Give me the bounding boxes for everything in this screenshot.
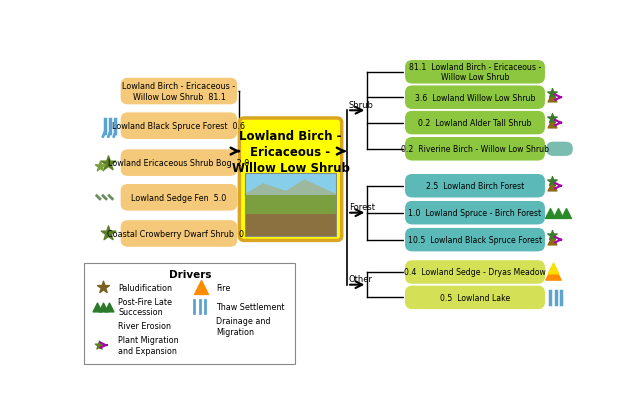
Text: 1.0  Lowland Spruce - Birch Forest: 1.0 Lowland Spruce - Birch Forest <box>408 209 542 218</box>
Point <box>95 164 105 171</box>
Point <box>104 304 114 310</box>
Text: 3.6  Lowland Willow Low Shrub: 3.6 Lowland Willow Low Shrub <box>415 93 535 102</box>
Text: Thaw Settlement: Thaw Settlement <box>216 302 285 311</box>
FancyBboxPatch shape <box>120 150 238 177</box>
Text: Other: Other <box>349 275 373 283</box>
Point <box>103 230 113 237</box>
Point <box>547 95 557 101</box>
Point <box>103 160 113 166</box>
Text: 10.5  Lowland Black Spruce Forest: 10.5 Lowland Black Spruce Forest <box>408 235 542 244</box>
FancyBboxPatch shape <box>404 60 545 85</box>
FancyBboxPatch shape <box>404 228 545 252</box>
FancyBboxPatch shape <box>120 78 238 106</box>
Text: River Erosion: River Erosion <box>119 322 172 330</box>
Text: Lowland Birch - Ericaceous -
Willow Low Shrub  81.1: Lowland Birch - Ericaceous - Willow Low … <box>122 82 235 102</box>
FancyBboxPatch shape <box>91 319 115 333</box>
FancyBboxPatch shape <box>404 260 545 285</box>
Text: Shrub: Shrub <box>349 100 374 109</box>
Text: 0.5  Lowland Lake: 0.5 Lowland Lake <box>440 293 510 302</box>
Point <box>547 183 557 190</box>
Text: Plant Migration
and Expansion: Plant Migration and Expansion <box>119 336 179 355</box>
Text: Post-Fire Late
Succession: Post-Fire Late Succession <box>119 297 172 316</box>
Point <box>553 210 563 216</box>
FancyBboxPatch shape <box>404 285 545 310</box>
FancyBboxPatch shape <box>404 174 545 199</box>
Text: Forest: Forest <box>349 203 375 211</box>
FancyBboxPatch shape <box>245 195 336 236</box>
Text: Drainage and
Migration: Drainage and Migration <box>216 316 271 336</box>
Text: Drivers: Drivers <box>168 270 211 280</box>
FancyBboxPatch shape <box>120 184 238 211</box>
Point <box>547 120 557 127</box>
Point <box>94 342 104 349</box>
Text: Paludification: Paludification <box>119 283 172 292</box>
FancyBboxPatch shape <box>404 201 545 225</box>
Text: 0.2  Lowland Alder Tall Shrub: 0.2 Lowland Alder Tall Shrub <box>419 119 531 128</box>
FancyBboxPatch shape <box>239 119 342 241</box>
Point <box>92 304 102 310</box>
Text: Lowland Sedge Fen  5.0: Lowland Sedge Fen 5.0 <box>131 193 226 202</box>
Point <box>195 285 205 291</box>
FancyBboxPatch shape <box>120 220 238 248</box>
FancyBboxPatch shape <box>404 137 545 162</box>
Point <box>98 304 108 310</box>
Polygon shape <box>245 181 336 195</box>
Point <box>547 178 557 185</box>
Point <box>98 285 108 291</box>
Point <box>547 115 557 122</box>
Point <box>548 265 558 272</box>
Point <box>548 269 558 275</box>
FancyBboxPatch shape <box>404 85 545 110</box>
Text: Lowland Black Spruce Forest  0.6: Lowland Black Spruce Forest 0.6 <box>112 122 246 131</box>
FancyBboxPatch shape <box>188 319 213 333</box>
Text: 2.5  Lowland Birch Forest: 2.5 Lowland Birch Forest <box>426 182 524 191</box>
Point <box>547 232 557 239</box>
Point <box>561 210 571 216</box>
FancyBboxPatch shape <box>245 173 336 195</box>
FancyBboxPatch shape <box>84 263 295 365</box>
Text: 0.4  Lowland Sedge - Dryas Meadow: 0.4 Lowland Sedge - Dryas Meadow <box>404 268 546 277</box>
Text: Fire: Fire <box>216 283 230 292</box>
Point <box>545 210 555 216</box>
FancyBboxPatch shape <box>245 214 336 236</box>
Text: 0.2  Riverine Birch - Willow Low Shrub: 0.2 Riverine Birch - Willow Low Shrub <box>401 145 549 154</box>
Text: Coastal Crowberry Dwarf Shrub  0.5: Coastal Crowberry Dwarf Shrub 0.5 <box>107 230 251 238</box>
FancyBboxPatch shape <box>545 142 574 157</box>
Point <box>547 237 557 243</box>
Text: Lowland Birch -
Ericaceous -
Willow Low Shrub: Lowland Birch - Ericaceous - Willow Low … <box>232 129 350 174</box>
Text: 81.1  Lowland Birch - Ericaceous -
Willow Low Shrub: 81.1 Lowland Birch - Ericaceous - Willow… <box>409 63 541 82</box>
Text: Lowland Ericaceous Shrub Bog  2.0: Lowland Ericaceous Shrub Bog 2.0 <box>108 159 249 168</box>
Point <box>547 90 557 97</box>
FancyBboxPatch shape <box>120 113 238 140</box>
FancyBboxPatch shape <box>404 111 545 135</box>
